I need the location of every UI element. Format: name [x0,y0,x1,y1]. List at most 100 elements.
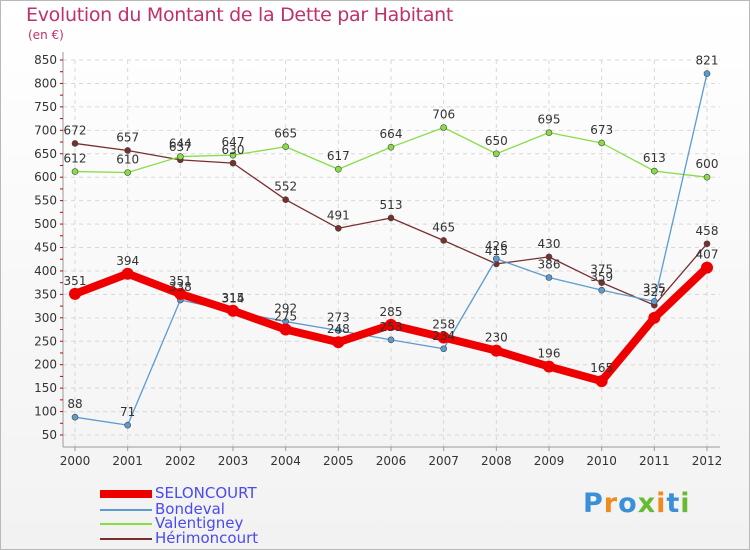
data-label: 394 [116,254,139,268]
data-label: 196 [538,347,561,361]
unit-label: (en €) [28,28,64,42]
data-label: 275 [274,310,297,324]
y-tick-label: 200 [34,358,57,372]
x-tick-label: 2002 [165,454,196,468]
logo-letter: o [618,488,638,519]
y-tick-label: 400 [34,264,57,278]
data-label: 664 [380,127,403,141]
data-label: 234 [432,329,455,343]
data-point [493,255,500,263]
data-label: 613 [643,151,666,165]
data-point [648,311,661,324]
data-label: 375 [590,263,613,277]
y-tick-label: 850 [34,53,57,67]
x-tick-label: 2001 [112,454,143,468]
data-point [335,327,342,334]
data-point [124,169,131,176]
data-point [651,298,658,305]
legend-label: Hérimoncourt [155,529,259,547]
logo-letter: P [583,488,604,519]
data-label: 415 [485,244,508,258]
data-label: 273 [327,310,350,324]
proxiti-logo: Proxiti [583,488,691,519]
data-label: 351 [169,274,192,288]
data-point [701,261,713,274]
data-label: 706 [432,108,455,122]
y-tick-label: 800 [34,76,57,90]
data-label: 491 [327,208,350,222]
data-point [335,165,342,173]
logo-letter: i [680,488,691,519]
data-label: 647 [222,135,245,149]
data-point [227,304,239,317]
x-tick-label: 2000 [60,454,91,468]
data-point [387,143,395,151]
y-tick-label: 550 [34,194,57,208]
data-label: 650 [485,134,508,148]
data-point [437,331,450,344]
data-point [703,70,711,77]
data-label: 612 [64,152,87,166]
data-label: 88 [67,397,82,411]
data-label: 673 [590,123,613,137]
data-point [279,323,292,336]
data-label: 285 [380,305,403,319]
data-label: 314 [222,291,245,305]
data-point [335,224,342,232]
data-point [387,214,395,222]
x-tick-label: 2005 [323,454,354,468]
data-label: 426 [485,239,508,253]
data-label: 386 [538,258,561,272]
y-tick-label: 700 [34,123,57,137]
chart-title: Evolution du Montant de la Dette par Hab… [26,4,454,26]
data-point [387,336,395,344]
y-tick-label: 250 [34,334,57,348]
legend-label: SELONCOURT [155,484,257,502]
data-point [71,413,79,421]
data-label: 695 [538,113,561,127]
data-point [598,286,605,294]
legend-label: Valentigney [155,514,244,532]
data-label: 465 [432,220,455,234]
x-tick-label: 2012 [692,454,723,468]
data-label: 821 [696,54,719,68]
data-label: 248 [327,322,350,336]
x-tick-label: 2004 [270,454,301,468]
data-label: 630 [222,143,245,157]
data-label: 71 [120,405,135,419]
data-point [703,240,711,248]
y-tick-label: 300 [34,311,57,325]
data-label: 657 [116,130,139,144]
data-point [440,345,447,353]
data-point [229,151,237,159]
data-label: 327 [643,285,666,299]
data-point [385,318,397,331]
data-point [71,140,79,147]
data-point [651,167,658,175]
data-label: 230 [485,331,508,345]
legend-swatch [100,490,152,498]
logo-letter: t [666,488,681,519]
data-label: 253 [380,320,403,334]
data-point [440,237,447,244]
data-point [440,124,447,131]
x-tick-label: 2006 [376,454,407,468]
data-label: 315 [222,291,245,305]
x-tick-label: 2003 [218,454,249,468]
data-label: 644 [169,137,192,151]
legend-label: Bondeval [155,500,225,518]
data-point [282,143,289,151]
logo-letter: r [603,488,619,519]
x-tick-label: 2008 [481,454,512,468]
x-tick-label: 2007 [428,454,459,468]
y-tick-label: 750 [34,100,57,114]
y-tick-label: 350 [34,287,57,301]
data-label: 351 [64,274,87,288]
data-point [174,287,187,300]
x-tick-label: 2009 [534,454,565,468]
data-point [545,253,553,261]
data-point [69,287,81,300]
y-tick-label: 50 [42,428,57,442]
data-label: 458 [696,224,719,238]
legend-swatch [100,538,152,540]
